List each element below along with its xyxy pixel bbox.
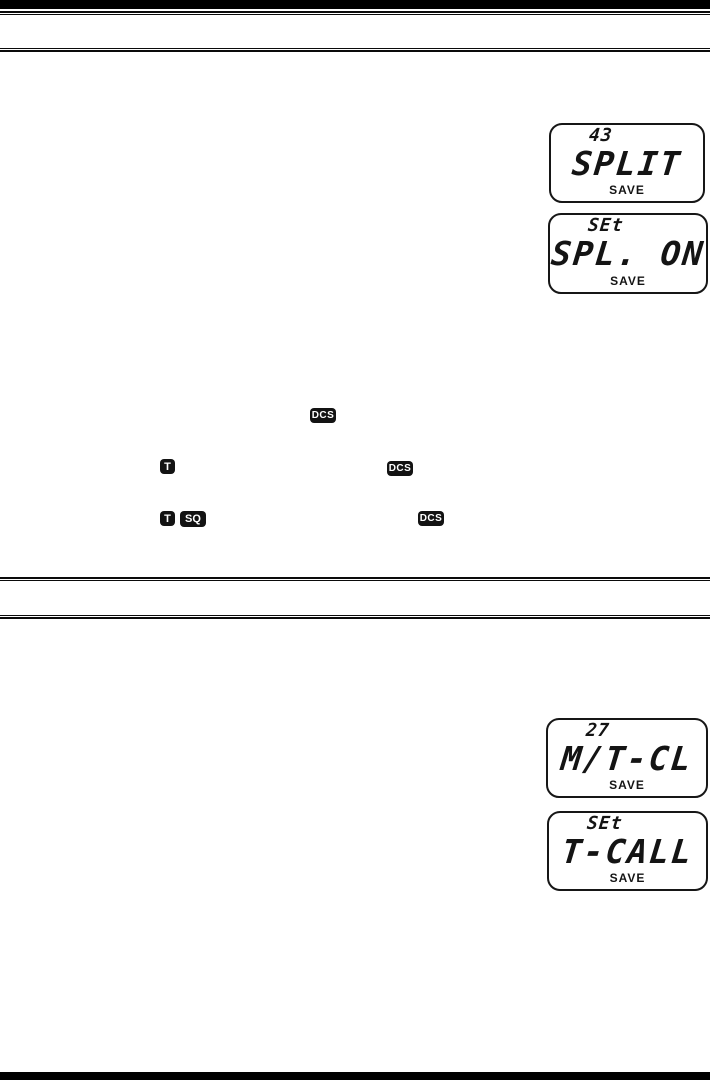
lcd-main-text: SPLIT — [570, 144, 684, 183]
lcd-index-label: 27 — [584, 720, 611, 741]
section1-heading-band — [0, 15, 710, 47]
page-top-bar — [0, 0, 710, 9]
tone-squelch-badge: SQ — [180, 511, 206, 527]
lcd-save-flag: SAVE — [610, 274, 646, 288]
tone-badge: T — [160, 459, 175, 474]
lcd-index-label: SEt — [586, 215, 625, 236]
page-bottom-bar — [0, 1072, 710, 1080]
lcd-save-flag: SAVE — [609, 778, 645, 792]
tone-badge: T — [160, 511, 175, 526]
lcd-save-flag: SAVE — [609, 871, 646, 885]
lcd-display-set-spl-on: SEt SPL. ON SAVE — [548, 213, 708, 294]
section2-heading-band — [0, 581, 710, 614]
lcd-main-text: SPL. ON — [549, 234, 707, 273]
lcd-main-text: M/T-CL — [559, 739, 695, 778]
dcs-badge: DCS — [387, 461, 413, 476]
lcd-index-label: 43 — [587, 125, 614, 146]
dcs-badge: DCS — [418, 511, 444, 526]
lcd-index-label: SEt — [585, 813, 624, 834]
lcd-display-menu-split: 43 SPLIT SAVE — [549, 123, 705, 203]
lcd-display-menu-mt-cl: 27 M/T-CL SAVE — [546, 718, 708, 798]
lcd-save-flag: SAVE — [609, 183, 645, 197]
dcs-badge: DCS — [310, 408, 336, 423]
lcd-main-text: T-CALL — [559, 832, 696, 871]
lcd-display-set-t-call: SEt T-CALL SAVE — [547, 811, 708, 891]
